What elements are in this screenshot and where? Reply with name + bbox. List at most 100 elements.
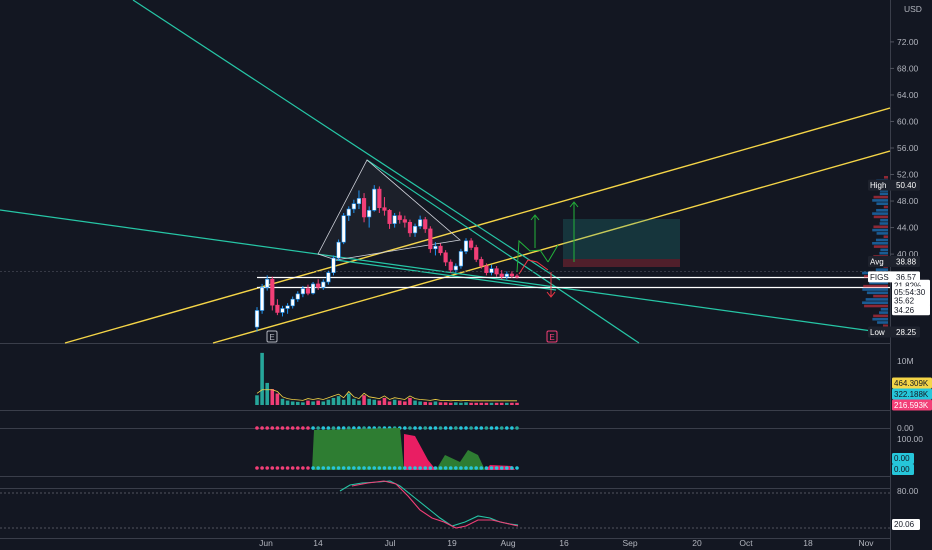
price-badge-value: 50.40 (896, 181, 917, 190)
volume-bar (331, 397, 336, 405)
signal-dot-top (295, 426, 300, 430)
volume-bar (301, 402, 305, 405)
volume-profile-bar (873, 294, 888, 298)
signal-dot-top (255, 426, 259, 430)
candle-body (392, 215, 397, 224)
volume-bar (382, 397, 387, 405)
volume-profile-bar (876, 232, 888, 235)
signal-dot-top (326, 426, 331, 430)
signal-dot-bottom (408, 466, 412, 470)
volume-bar (423, 401, 428, 405)
candle-body (260, 286, 265, 311)
candle-body (316, 283, 321, 288)
volume-bar (387, 401, 392, 405)
stoch-badge (892, 519, 920, 530)
volume-profile-bar (884, 176, 888, 179)
y-tick-label: 64.00 (897, 90, 919, 100)
descending-trendline-long (132, 0, 561, 281)
candle-body (407, 221, 413, 234)
price-badge: 05:54:30 (892, 286, 930, 298)
signal-dot-top (275, 426, 280, 430)
signal-dot-bottom (510, 466, 514, 470)
osc-scale-label: 100.00 (897, 434, 923, 444)
volume-ma-line (256, 389, 517, 402)
candle-body (453, 265, 458, 271)
price-badge-bg (892, 286, 930, 298)
lower-channel-line (212, 150, 891, 344)
volume-bar (413, 400, 417, 405)
candle-body (397, 215, 402, 220)
earnings-marker-label: E (549, 333, 554, 342)
y-tick-label: 68.00 (897, 63, 919, 73)
candle-body (418, 219, 423, 227)
y-tick-label: 40.00 (897, 249, 919, 259)
price-badge-value: 34.26 (894, 306, 915, 315)
earnings-marker (546, 330, 558, 343)
signal-dot-bottom (494, 466, 499, 470)
volume-profile-bar (863, 284, 888, 288)
signal-dot-bottom (280, 466, 285, 470)
signal-dot-top (408, 426, 412, 430)
signal-dot-bottom (479, 466, 484, 470)
signal-dot-top (290, 426, 295, 430)
signal-dot-bottom (362, 466, 366, 470)
candle-body (428, 228, 433, 250)
signal-dot-top (352, 426, 356, 430)
volume-bar (397, 400, 402, 405)
price-badge-label: Avg (870, 258, 884, 267)
price-badge: Low 28.25 (868, 326, 920, 338)
signal-dot-top (510, 426, 514, 430)
y-tick-label: 60.00 (897, 116, 919, 126)
volume-profile-bar (877, 321, 888, 324)
signal-dot-top (418, 426, 422, 430)
triangle-pattern (317, 159, 461, 261)
price-badge: High 50.40 (868, 179, 920, 191)
signal-dot-bottom (454, 466, 458, 470)
candle-body (474, 247, 479, 260)
y-tick-label: 48.00 (897, 196, 919, 206)
volume-bar (336, 396, 341, 405)
y-tick-label: 56.00 (897, 143, 919, 153)
signal-dot-bottom (255, 466, 259, 470)
volume-profile-bar (879, 192, 888, 196)
volume-badge (892, 399, 932, 411)
volume-profile-bar (873, 215, 888, 219)
up-arrow-1-head (530, 214, 540, 221)
x-axis-label: 14 (313, 538, 323, 548)
signal-dot-top (459, 426, 463, 430)
signal-dot-top (357, 426, 361, 430)
volume-profile-bar (873, 225, 888, 229)
signal-dot-top (403, 426, 407, 430)
volume-badge-value: 322.188K (894, 390, 929, 399)
volume-bar (311, 401, 315, 405)
target-zone (563, 219, 680, 259)
volume-profile-bar (880, 218, 888, 222)
price-badge-value: 36.57 (896, 273, 917, 282)
candle-body (270, 279, 275, 306)
volume-bar (255, 395, 259, 405)
osc-badge (892, 453, 914, 464)
candle-body (377, 188, 382, 208)
volume-bar (494, 402, 499, 405)
volume-profile-bar (869, 281, 888, 285)
volume-bar (459, 402, 463, 405)
signal-dot-top (428, 426, 433, 430)
price-badge: 35.62 (892, 295, 930, 307)
signal-dot-top (464, 426, 468, 430)
signal-dot-bottom (469, 466, 473, 470)
signal-dot-bottom (428, 466, 433, 470)
signal-dot-bottom (448, 466, 453, 470)
candle-body (423, 219, 428, 230)
volume-bar (285, 400, 290, 405)
signal-dot-bottom (423, 466, 428, 470)
volume-bar (489, 402, 494, 405)
signal-dot-top (341, 426, 346, 430)
signal-dot-bottom (418, 466, 422, 470)
signal-dot-bottom (474, 466, 479, 470)
volume-bar (296, 401, 300, 405)
signal-dot-top (306, 426, 310, 430)
signal-dot-bottom (403, 466, 407, 470)
volume-bar (362, 395, 366, 405)
signal-dot-top (423, 426, 428, 430)
